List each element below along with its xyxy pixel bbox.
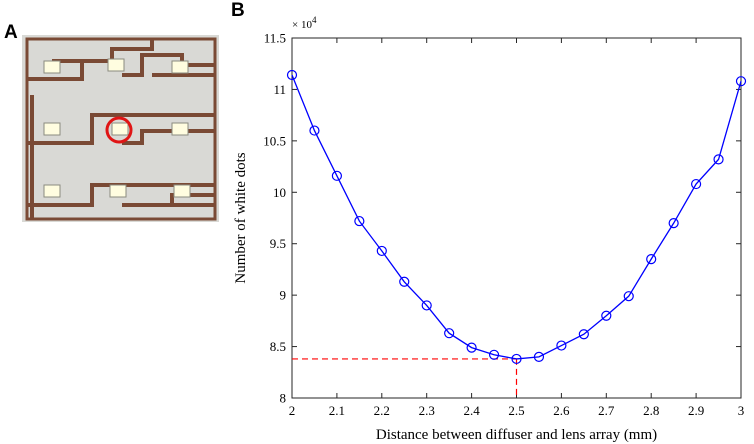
led [171,60,189,74]
led [43,60,61,74]
axes [291,37,742,399]
data-point [668,218,679,229]
x-tick-label: 2.6 [553,403,570,418]
x-tick-label: 2.2 [374,403,390,418]
panel-label-b: B [231,0,245,21]
led-array [43,58,191,198]
data-point [735,76,747,87]
data-point [623,291,634,302]
data-point [399,276,410,287]
y-tick-label: 8.5 [270,339,286,354]
chart: 2 2.1 2.2 2.3 2.4 2.5 2.6 2.7 2.8 2.9 3 8 8.5 9 9.5 10 1… [233,15,747,443]
led [107,58,125,72]
x-tick-label: 2.4 [463,403,480,418]
x-tick-label: 2.3 [419,403,435,418]
panel-label-a: A [4,22,18,43]
minimum-guides [292,358,518,398]
data-point [354,215,365,227]
x-tick-label: 2.9 [688,403,704,418]
data-point [601,310,612,321]
y-tick-label: 9 [280,288,287,303]
data-point [466,342,477,353]
y-tick-label: 10.5 [263,133,286,148]
highlighted-led-circle [105,116,133,144]
data-point [286,69,298,81]
led [173,184,191,198]
plot-area [291,37,742,399]
data-point [511,353,522,365]
x-axis-label: Distance between diffuser and lens array… [376,427,657,443]
y-tick-label: 9.5 [270,236,286,251]
data-point [533,351,545,362]
y-axis-exponent: × 104 [292,15,317,31]
y-tick-label: 11.5 [264,31,286,46]
data-point [444,328,455,339]
x-tick-label: 2 [289,403,296,418]
x-tick-label: 2.1 [329,403,345,418]
data-point [646,254,657,265]
led [109,184,127,198]
data-point [691,178,702,190]
tick-labels: 2 2.1 2.2 2.3 2.4 2.5 2.6 2.7 2.8 2.9 3 8 8.5 9 9.5 10 1… [263,31,744,419]
data-point [421,300,432,311]
series-line [291,74,742,360]
led [171,122,189,136]
led [43,184,61,198]
x-tick-label: 2.8 [643,403,659,418]
y-tick-label: 11 [273,82,286,97]
y-tick-label: 10 [273,185,286,200]
led [43,122,61,136]
y-axis-label: Number of white dots [233,152,249,283]
circuit-board-photo [22,35,219,222]
led [111,122,129,136]
circuit-traces [27,39,215,219]
data-point [556,340,567,351]
series-1 [286,69,747,365]
exponent-base: × 10 [292,19,312,31]
data-point [376,245,387,257]
y-tick-label: 8 [280,391,287,406]
exponent-power: 4 [312,15,317,25]
x-tick-label: 2.5 [508,403,524,418]
data-point [309,125,320,136]
data-point [578,329,589,340]
x-tick-label: 2.7 [598,403,615,418]
data-point [331,170,343,181]
data-point [713,154,724,165]
x-tick-label: 3 [738,403,745,418]
data-point [488,349,500,360]
